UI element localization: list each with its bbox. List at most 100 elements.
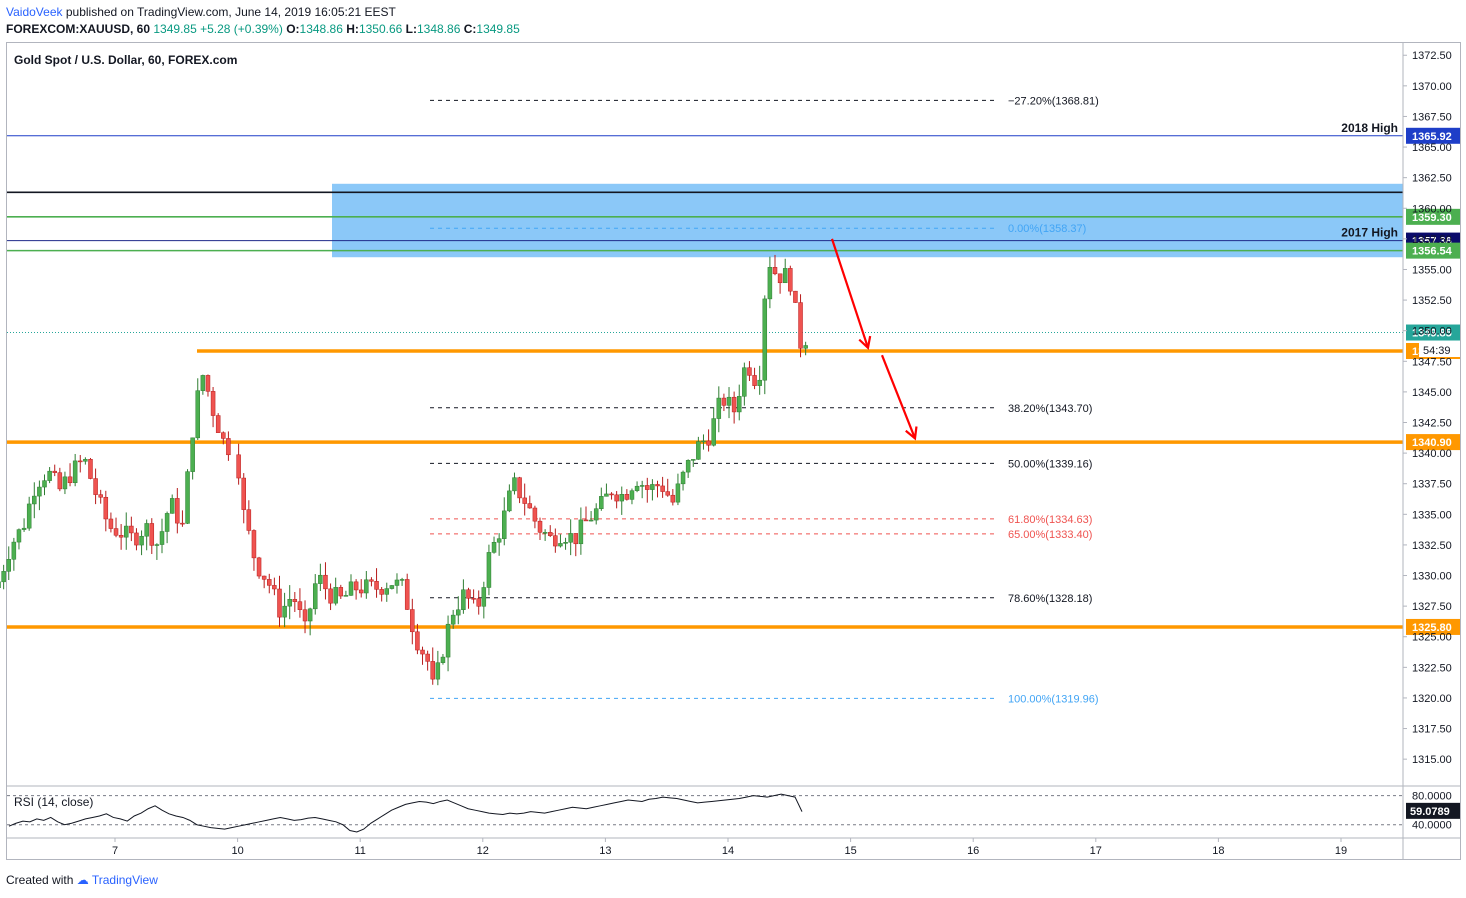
projection-arrow[interactable] [880,354,917,439]
price-tag-label: 1340.90 [1412,437,1452,449]
rsi-value-label: 59.0789 [1410,806,1450,818]
candle-body [583,519,589,522]
candle-body [573,533,579,545]
high-label: H: [346,22,359,36]
candle-body [93,478,98,495]
candle-body [236,454,241,479]
candle-body [394,579,400,586]
candle-body [476,598,481,607]
y-tick-label: 1337.50 [1412,479,1452,491]
candle-body [333,587,338,604]
candle-body [57,472,63,490]
candle-body [251,530,257,559]
rsi-label: RSI (14, close) [14,795,93,809]
candle-body [200,375,206,391]
candle-body [72,460,78,484]
candle-body [134,532,139,546]
candle-body [742,367,747,397]
chart-title: Gold Spot / U.S. Dollar, 60, FOREX.com [14,53,237,67]
open-label: O: [286,22,300,36]
candle-body [757,379,762,386]
candle-body [670,494,676,503]
candle-body [62,476,68,490]
projection-arrow[interactable] [830,238,870,349]
tradingview-logo[interactable]: ☁ TradingView [76,873,158,887]
level-annotation: 2018 High [1341,121,1398,135]
candle-body [404,579,410,610]
candle-body [558,543,563,547]
candle-body [650,484,655,490]
candle-body [154,544,160,546]
candle-body [159,531,165,545]
rsi-tick-label: 40.0000 [1412,820,1452,832]
candle-body [706,440,711,446]
candle-body [696,441,701,460]
candle-body [149,523,155,546]
candle-body [481,587,487,607]
candle-body [440,656,446,663]
candle-body [609,493,614,496]
candle-body [731,396,737,413]
low-value: 1348.86 [417,22,461,36]
rsi-line[interactable] [8,793,803,833]
candle-body [215,415,221,433]
candle-body [323,574,328,590]
y-tick-label: 1327.50 [1412,601,1452,613]
fib-level-label: 50.00%(1339.16) [1008,458,1092,470]
candle-body [803,345,808,349]
y-tick-label: 1330.00 [1412,571,1452,583]
y-tick-label: 1352.50 [1412,295,1452,307]
candle-body [98,494,103,498]
x-tick-label: 12 [477,845,489,857]
price-tag-label: 1325.80 [1412,622,1452,634]
candle-body [118,535,124,538]
candle-body [292,599,298,602]
candle-body [185,471,190,524]
candle-body [267,579,272,586]
candle-body [762,298,768,381]
y-tick-label: 1347.50 [1412,356,1452,368]
candle-body [113,528,119,536]
candle-body [180,522,185,525]
x-tick-label: 11 [354,845,365,857]
candle-body [246,509,252,531]
symbol-line: FOREXCOM:XAUUSD, 60 1349.85 +5.28 (+0.39… [6,22,520,36]
candle-body [425,653,430,662]
candle-body [312,583,318,610]
candle-body [261,575,267,580]
candle-body [374,581,379,590]
symbol-name: FOREXCOM:XAUUSD, 60 [6,22,151,36]
author-link[interactable]: VaidoVeek [6,5,63,19]
candle-body [26,503,32,529]
open-value: 1348.86 [299,22,343,36]
y-tick-label: 1355.00 [1412,264,1452,276]
resistance-zone[interactable] [332,183,1403,258]
candle-body [701,440,706,443]
fib-level-label: −27.20%(1368.81) [1008,95,1099,107]
candle-body [502,510,507,539]
candle-body [588,519,594,522]
candle-body [435,662,441,680]
candle-body [675,483,681,503]
publish-line: VaidoVeek published on TradingView.com, … [6,5,396,19]
fib-level-label: 100.00%(1319.96) [1008,693,1099,705]
candle-body [0,581,1,589]
publish-info: published on TradingView.com, June 14, 2… [65,5,396,19]
arrow-head [858,335,872,351]
candle-body [353,581,359,591]
x-tick-label: 13 [599,845,611,857]
candle-body [486,552,492,588]
candle-body [226,438,231,456]
x-tick-label: 10 [231,845,243,857]
candle-body [782,268,788,284]
candle-body [563,542,568,544]
candle-body [108,518,114,529]
bar-countdown: 54:39 [1423,345,1451,357]
arrow-head [905,426,918,441]
candle-body [123,525,129,538]
candle-body [680,471,686,485]
fib-level-label: 38.20%(1343.70) [1008,403,1092,415]
y-tick-label: 1350.00 [1412,326,1452,338]
candle-body [655,484,660,487]
